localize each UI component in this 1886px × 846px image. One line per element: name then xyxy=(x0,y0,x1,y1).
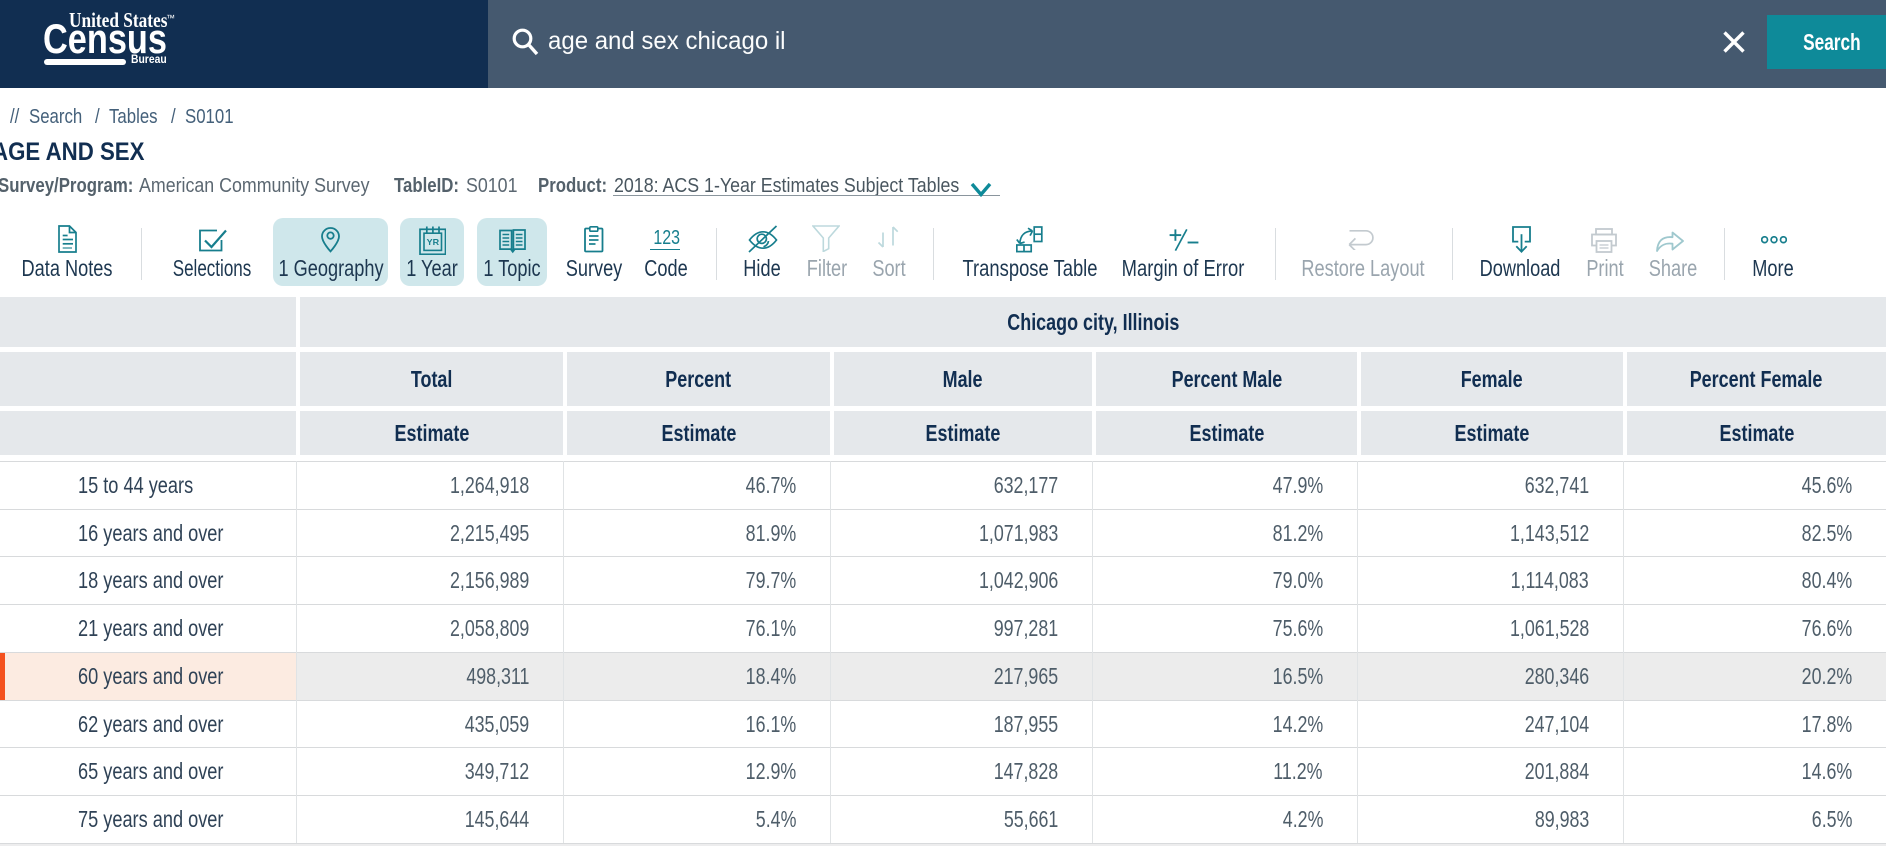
svg-text:YR: YR xyxy=(426,237,439,247)
